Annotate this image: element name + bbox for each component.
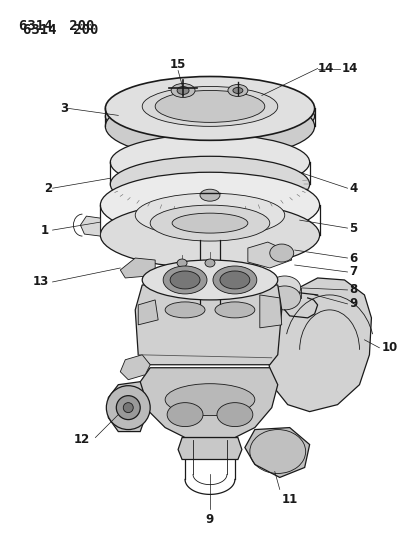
Ellipse shape <box>212 266 256 294</box>
Ellipse shape <box>165 384 254 416</box>
Ellipse shape <box>105 94 314 158</box>
Ellipse shape <box>110 134 309 190</box>
Text: 8: 8 <box>348 284 357 296</box>
Ellipse shape <box>110 156 309 212</box>
Polygon shape <box>108 382 145 432</box>
Polygon shape <box>80 216 100 236</box>
Ellipse shape <box>214 302 254 318</box>
Polygon shape <box>259 295 281 328</box>
Ellipse shape <box>269 244 293 262</box>
Ellipse shape <box>142 86 277 126</box>
Ellipse shape <box>116 395 140 419</box>
Text: 6314  200: 6314 200 <box>18 19 94 33</box>
Ellipse shape <box>135 193 284 237</box>
Ellipse shape <box>177 86 189 94</box>
Polygon shape <box>244 427 309 478</box>
Ellipse shape <box>100 202 319 268</box>
Polygon shape <box>138 300 158 325</box>
Text: 10: 10 <box>380 341 397 354</box>
Text: 5: 5 <box>348 222 357 235</box>
Ellipse shape <box>232 87 242 93</box>
Ellipse shape <box>142 260 277 300</box>
Ellipse shape <box>216 402 252 426</box>
Ellipse shape <box>219 271 249 289</box>
Ellipse shape <box>268 286 300 310</box>
Ellipse shape <box>105 77 314 140</box>
Ellipse shape <box>100 172 319 238</box>
Ellipse shape <box>150 205 269 241</box>
Text: 12: 12 <box>74 433 90 446</box>
Ellipse shape <box>167 402 202 426</box>
Text: 9: 9 <box>205 513 213 527</box>
Ellipse shape <box>171 84 195 98</box>
Text: 2: 2 <box>44 182 52 195</box>
Polygon shape <box>138 368 277 438</box>
Polygon shape <box>120 355 150 379</box>
Ellipse shape <box>177 259 187 267</box>
Ellipse shape <box>163 266 207 294</box>
Text: 11: 11 <box>281 494 297 506</box>
Ellipse shape <box>123 402 133 413</box>
Ellipse shape <box>227 84 247 96</box>
Text: 9: 9 <box>348 297 357 310</box>
Ellipse shape <box>105 93 314 139</box>
Ellipse shape <box>155 91 264 123</box>
Ellipse shape <box>106 386 150 430</box>
Text: 14: 14 <box>341 62 357 75</box>
Text: 13: 13 <box>32 276 48 288</box>
Ellipse shape <box>200 189 219 201</box>
Ellipse shape <box>165 302 204 318</box>
Text: 15: 15 <box>169 58 186 70</box>
Text: 4: 4 <box>348 182 357 195</box>
Text: 6314  200: 6314 200 <box>22 22 98 37</box>
Ellipse shape <box>268 276 300 300</box>
Text: 14: 14 <box>317 62 333 75</box>
Polygon shape <box>135 285 281 365</box>
Text: 7: 7 <box>348 265 357 278</box>
Text: 3: 3 <box>60 102 68 115</box>
Polygon shape <box>247 242 291 268</box>
Ellipse shape <box>170 271 200 289</box>
Polygon shape <box>178 438 241 459</box>
Ellipse shape <box>204 259 214 267</box>
Ellipse shape <box>172 213 247 233</box>
Text: 1: 1 <box>40 224 48 237</box>
Text: 6: 6 <box>348 252 357 264</box>
Polygon shape <box>120 258 155 278</box>
Polygon shape <box>267 278 371 411</box>
